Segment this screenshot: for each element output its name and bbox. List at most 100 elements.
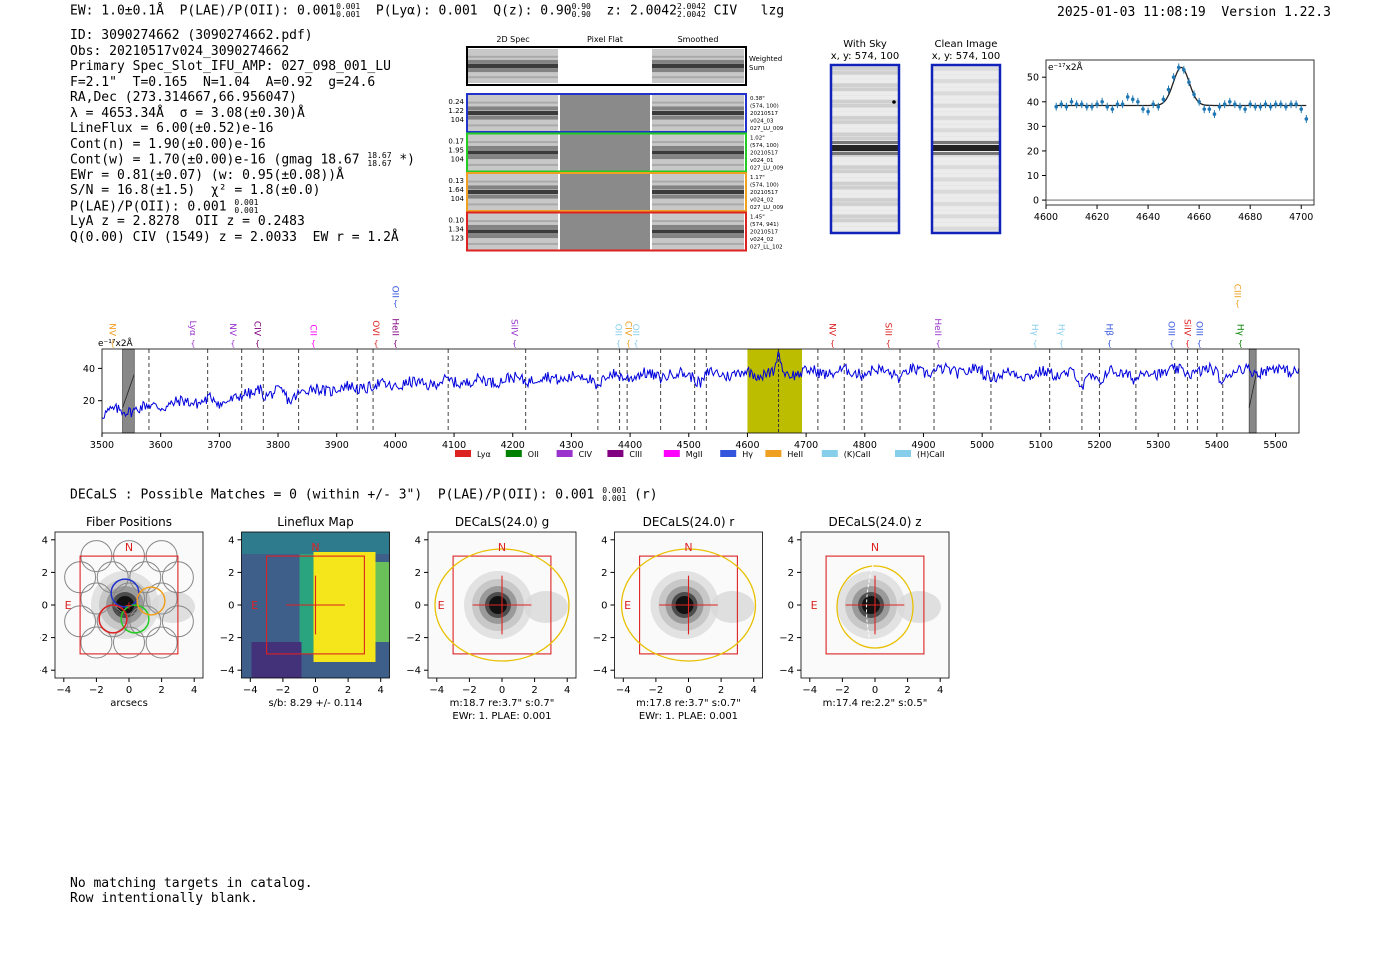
cutout-row-meta: v024_02 [750,237,774,243]
decals-panel-title: Fiber Positions [86,515,172,529]
spectrum-line-brace: { [830,339,835,348]
east-label: E [438,599,445,612]
spectrum-line-label: CIII [1231,284,1241,298]
sky-row [932,185,1000,190]
spectrum-axes-frame [101,348,1300,434]
decals-xtick-label: 4 [378,685,384,696]
strip-band [468,203,558,206]
spectrum-line-label: SiIV [1182,319,1192,337]
galaxy-ellipse [836,565,914,649]
zoom-data-point [1059,102,1064,107]
flux-map-region [299,554,314,654]
flat-field [560,173,650,211]
strip-band [468,68,558,73]
spectrum-line-label: CII [307,324,317,336]
legend-swatch [556,450,573,457]
decals-ytick-label: −4 [593,666,608,677]
decals-ytick-label: −4 [220,666,235,677]
zoom-xtick-label: 4620 [1085,212,1109,223]
header-summary: EW: 1.0±0.1Å P(LAE)/P(OII): 0.001 0.001 0.… [70,3,784,19]
sky-row [932,214,1000,219]
strip-band [652,203,744,206]
decals-caption: arcsecs [110,698,148,709]
spectrum-line-brace: { [393,299,398,308]
legend-label: HeII [787,450,803,459]
cutout-row-stat: 1.22 [448,107,464,115]
cutout-strip [652,212,744,251]
decals-ytick-label: 4 [788,535,794,546]
info-lya: LyA z = 2.8278 OII z = 0.2483 [70,214,305,229]
strip-band [468,163,558,166]
decals-ytick-label: 0 [42,601,48,612]
galaxy-neighbor [897,591,941,623]
east-label: E [65,599,72,612]
decals-xtick-label: 4 [564,685,570,696]
info-plae-hi: 0.001 [234,197,259,207]
sky-source-band [831,152,899,155]
strip-band [468,64,558,68]
strip-band [652,190,744,194]
header-qz-hi: 0.90 [571,2,591,11]
legend-swatch [607,450,624,457]
sky-row [831,165,899,169]
strip-band [468,124,558,127]
strip-band [468,220,558,223]
zoom-data-point [1100,99,1104,104]
cutout-col-header: Pixel Flat [587,35,623,44]
decals-ytick-label: −2 [40,633,48,644]
flux-map-region [241,532,390,554]
zoom-data-point [1161,97,1166,102]
header-tag: lzg [760,3,785,19]
zoom-data-point [1120,102,1125,107]
spectrum-line-label: CIV [252,321,262,337]
decals-xtick-label: 0 [685,685,691,696]
strip-band [652,234,744,239]
spectrum-trace [101,351,1300,419]
zoom-ytick-label: 50 [1027,73,1039,84]
header-plae-lo: 0.001 [336,10,361,19]
cutout-row-frame [466,132,747,173]
decals-header-hi: 0.001 [602,486,627,495]
zoom-data-point [1151,102,1155,107]
sky-row [831,71,899,75]
cutout-row-meta: 1.17" [750,175,765,181]
strip-band [652,101,744,104]
spectrum-line-brace: { [512,339,517,348]
sky-source-band [932,152,1000,155]
decals-panels: Fiber Positions + N E −4 −4 −2 −2 0 0 2 2 4 4 arcsecs L… [40,515,950,722]
info-lambda: λ = 4653.34Å σ = 3.08(±0.30)Å [70,105,305,121]
decals-xtick-label: −4 [802,685,817,696]
strip-band [652,111,744,115]
cutout-row-meta: 027_LU_009 [750,166,784,172]
sky-row [831,198,899,202]
header-qz-lo: 0.90 [571,10,591,19]
zoom-data-point [1197,99,1201,104]
footer-line1: No matching targets in catalog. [70,876,313,891]
sky-row [831,108,899,112]
spectrum-line-label: NV [827,323,837,337]
sky-row [932,108,1000,112]
zoom-data-point [1268,104,1273,109]
legend-swatch [455,450,471,457]
sky-row [932,165,1000,169]
cutout-row-stat: 104 [451,116,465,124]
info-plae-text: P(LAE)/P(OII): 0.001 [70,199,227,214]
spectrum-xtick-label: 4800 [853,440,877,451]
spectrum-mask-hatch [122,374,135,408]
strip-band [652,242,744,245]
cutout-strip [468,94,558,132]
sky-row [932,210,1000,214]
zoom-data-point [1136,99,1140,104]
cutout-row-meta: 027_LU_009 [750,205,784,211]
zoom-data-point [1248,102,1252,107]
zoom-data-point [1085,104,1089,109]
zoom-data-point [1110,107,1115,111]
sky-row [831,103,899,108]
spectrum-ylabel: e⁻¹⁷x2Å [98,337,134,349]
sky-row [932,99,1000,104]
info-radec: RA,Dec (273.314667,66.956047) [70,90,297,105]
strip-band [468,59,558,64]
galaxy-ellipse [620,548,757,662]
decals-caption: m:18.7 re:3.7" s:0.7" [450,698,555,709]
decals-ytick-label: −4 [40,666,48,677]
